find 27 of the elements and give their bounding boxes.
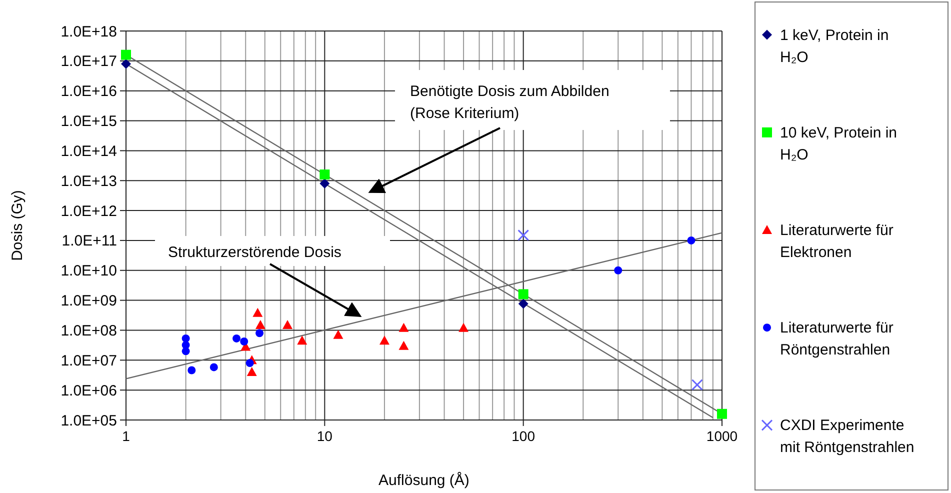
y-tick-label: 1.0E+08 [60,322,117,340]
annotation: Benötigte Dosis zum Abbilden (Rose Kriterium) [410,83,610,122]
x-tick-label: 1000 [706,428,738,444]
y-tick-label: 1.0E+07 [60,352,117,370]
y-tick-label: 1.0E+16 [60,83,117,100]
y-tick-label: 1.0E+11 [62,232,117,250]
y-tick-label: 1.0E+06 [60,382,117,400]
y-tick-label: 1.0E+17 [60,53,117,70]
y-tick-label: 1.0E+14 [60,142,117,160]
y-axis-title: Dosis (Gy) [9,190,26,261]
annotation: Strukturzerstörende Dosis [168,244,342,261]
y-tick-label: 1.0E+05 [60,412,117,430]
legend-label: Literaturwerte für Elektronen [780,222,894,261]
legend-label: 10 keV, Protein in H₂O [780,124,898,164]
x-tick-label: 100 [512,428,536,444]
y-tick-label: 1.0E+10 [60,262,117,280]
y-tick-label: 1.0E+12 [60,202,117,220]
legend-label: CXDI Experimente mit Röntgenstrahlen [780,417,914,456]
y-tick-label: 1.0E+18 [60,23,117,40]
y-tick-label: 1.0E+13 [60,172,117,190]
legend-label: 1 keV, Protein in H₂O [780,26,889,66]
x-tick-label: 1 [122,428,130,444]
x-axis-title: Auflösung (Å) [378,471,470,489]
legend-label: Literaturwerte für Röntgenstrahlen [780,320,894,359]
y-tick-label: 1.0E+15 [60,113,117,130]
y-tick-label: 1.0E+09 [60,292,117,310]
x-tick-label: 10 [316,428,333,444]
